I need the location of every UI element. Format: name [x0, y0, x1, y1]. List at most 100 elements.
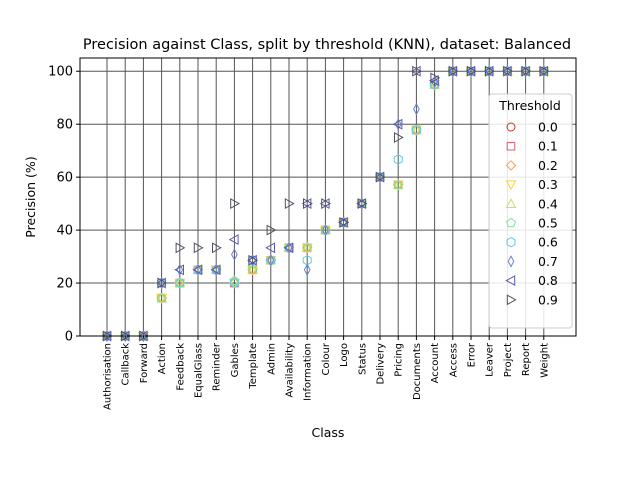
- legend-frame: [488, 93, 573, 329]
- data-point: [394, 131, 404, 143]
- legend-marker: [507, 255, 515, 268]
- x-tick-label: Template: [248, 343, 259, 390]
- legend-marker: [506, 217, 516, 228]
- x-tick-label: Callback: [121, 343, 132, 386]
- data-point: [210, 264, 221, 276]
- data-point: [392, 118, 403, 130]
- series-0.9: [102, 65, 550, 342]
- x-tick-label: Information: [303, 343, 314, 401]
- x-tick-label: EqualGlass: [194, 343, 205, 398]
- x-tick-label: Logo: [339, 343, 350, 367]
- x-tick-label: Pricing: [394, 343, 405, 377]
- data-point: [157, 277, 168, 289]
- data-point: [230, 198, 241, 210]
- data-point: [393, 179, 404, 189]
- data-point: [448, 65, 459, 77]
- data-point: [339, 216, 350, 228]
- data-point: [302, 242, 313, 253]
- legend: Threshold 0.0 0.1 0.2 0.3 0.4 0.5 0.6 0.7 0.8 0.9: [488, 93, 573, 329]
- y-axis-label: Precision (%): [23, 156, 38, 237]
- legend-label: 0.2: [538, 158, 558, 173]
- data-point: [174, 264, 184, 276]
- data-point: [431, 75, 438, 89]
- x-tick-label: Delivery: [376, 343, 387, 385]
- x-tick-label: Error: [467, 342, 478, 367]
- data-point: [248, 254, 259, 266]
- data-point: [393, 154, 403, 165]
- legend-label: 0.5: [538, 216, 558, 231]
- x-tick-label: Leaver: [485, 342, 496, 377]
- legend-label: 0.7: [538, 254, 558, 269]
- legend-marker: [505, 275, 516, 287]
- data-point: [231, 248, 238, 261]
- x-axis-ticks: Authorisation Callback Forward Action Feedba…: [103, 336, 550, 410]
- x-tick-label: Forward: [139, 343, 150, 383]
- x-tick-label: Documents: [412, 343, 423, 400]
- plot-frame: [79, 57, 577, 337]
- data-point: [228, 234, 239, 246]
- data-point: [413, 102, 420, 116]
- x-tick-label: Feedback: [175, 343, 186, 391]
- data-point: [303, 198, 313, 210]
- data-point: [466, 65, 477, 77]
- x-tick-label: Gables: [230, 343, 241, 377]
- data-point: [247, 264, 258, 274]
- legend-label: 0.1: [538, 139, 558, 154]
- data-points: [101, 64, 550, 343]
- data-point: [229, 277, 239, 289]
- legend-label: 0.3: [538, 177, 558, 192]
- data-point: [303, 263, 311, 277]
- legend-label: 0.9: [538, 292, 558, 307]
- x-tick-label: Authorisation: [103, 343, 114, 410]
- x-tick-label: Weight: [539, 343, 550, 378]
- data-point: [539, 65, 550, 77]
- legend-label: 0.0: [538, 120, 558, 135]
- legend-marker: [505, 160, 517, 171]
- x-tick-label: Status: [357, 343, 368, 375]
- data-point: [193, 242, 204, 254]
- x-tick-label: Colour: [321, 342, 332, 375]
- x-tick-label: Account: [430, 343, 441, 383]
- data-point: [175, 277, 185, 289]
- data-point: [411, 124, 421, 136]
- x-tick-label: Access: [448, 343, 459, 377]
- data-point: [156, 292, 167, 303]
- data-point: [284, 198, 295, 210]
- legend-marker: [506, 237, 516, 248]
- y-tick-label: 20: [56, 277, 73, 292]
- data-point: [375, 171, 386, 183]
- legend-label: 0.8: [538, 273, 558, 288]
- legend-title: Threshold: [498, 98, 561, 113]
- y-tick-label: 60: [56, 171, 73, 186]
- x-tick-label: Availability: [285, 343, 296, 398]
- data-point: [521, 65, 532, 77]
- data-point: [428, 75, 439, 86]
- data-point: [357, 198, 368, 210]
- data-point: [322, 223, 329, 237]
- data-point: [175, 242, 186, 254]
- legend-label: 0.4: [538, 196, 558, 211]
- y-axis-ticks: 0 20 40 60 80 100: [48, 65, 80, 345]
- y-tick-label: 100: [48, 65, 73, 80]
- legend-marker: [506, 122, 516, 132]
- chart-title: Precision against Class, split by thresh…: [83, 37, 571, 53]
- x-axis-label: Class: [312, 425, 345, 440]
- data-point: [192, 264, 203, 276]
- legend-marker: [506, 294, 517, 306]
- legend-marker: [506, 141, 516, 151]
- data-point: [321, 198, 332, 210]
- data-point: [212, 242, 222, 254]
- data-point: [228, 278, 240, 289]
- data-point: [430, 72, 441, 84]
- data-point: [267, 254, 275, 267]
- data-point: [266, 224, 277, 236]
- x-tick-label: Reminder: [212, 342, 223, 391]
- data-point: [412, 65, 423, 77]
- data-point: [265, 242, 275, 254]
- x-tick-label: Report: [521, 343, 532, 376]
- data-point: [229, 275, 240, 286]
- y-tick-label: 0: [65, 330, 73, 345]
- x-tick-label: Project: [503, 343, 514, 377]
- data-point: [485, 65, 495, 77]
